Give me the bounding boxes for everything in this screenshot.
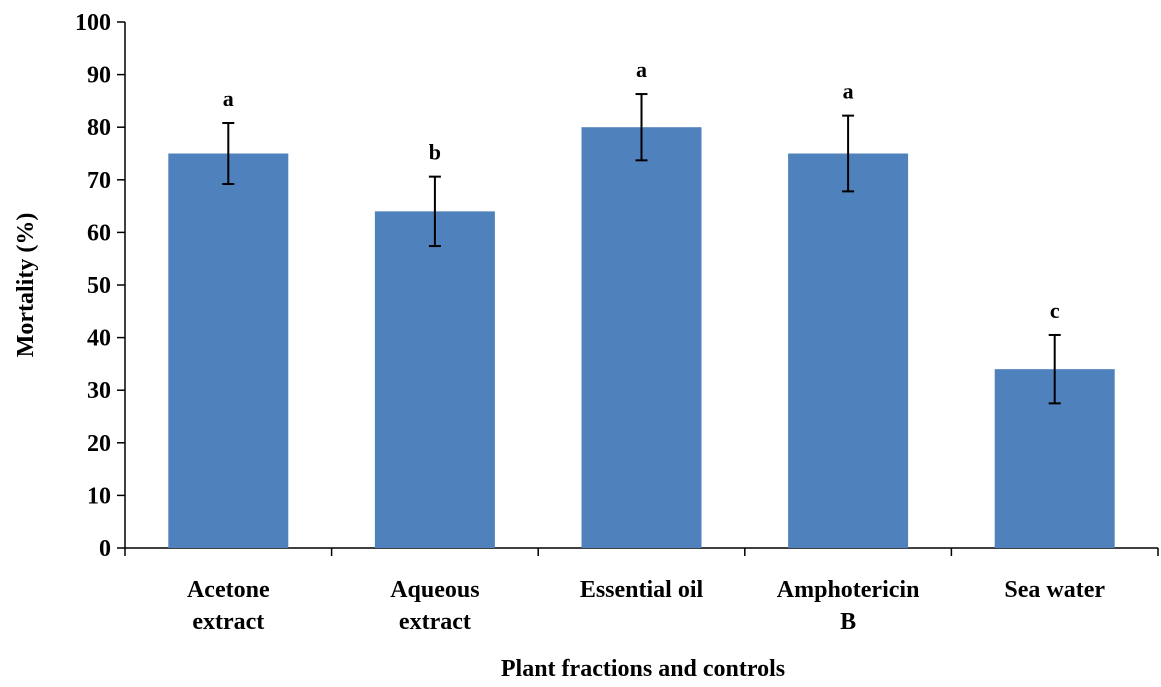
category-label: Amphotericin [777,577,920,603]
y-tick-label: 40 [87,326,111,352]
bar [374,211,495,549]
category-label: Aqueous [390,577,479,603]
category-label: B [840,609,856,635]
y-tick-label: 90 [87,63,111,89]
significance-label: a [636,57,647,82]
y-tick-label: 70 [87,168,111,194]
bars [168,127,1115,549]
bar [788,153,909,548]
x-axis [124,547,1159,556]
significance-label: a [843,79,854,104]
x-axis-title: Plant fractions and controls [501,656,785,682]
y-tick-label: 60 [87,220,111,246]
category-label: Essential oil [580,577,704,603]
y-tick-label: 80 [87,115,111,141]
error-bars [222,93,1061,405]
y-tick-label: 20 [87,431,111,457]
y-tick-label: 0 [99,536,111,562]
y-tick-label: 10 [87,483,111,509]
y-axis-title: Mortality (%) [13,213,39,358]
bar [168,153,289,548]
significance-label: b [429,140,441,165]
category-label: extract [192,609,264,635]
significance-labels: a b a a c [223,57,1060,323]
y-tick-label: 100 [75,10,111,36]
category-label: Acetone [187,577,270,603]
y-tick-label: 50 [87,273,111,299]
y-axis: 0 10 20 30 40 50 60 70 80 90 100 [75,10,126,562]
category-labels: Acetone extract Aqueous extract Essential oi… [187,577,1105,635]
y-tick-label: 30 [87,378,111,404]
significance-label: c [1050,298,1060,323]
significance-label: a [223,86,234,111]
bar [581,127,702,548]
category-label: extract [399,609,471,635]
category-label: Sea water [1004,577,1105,603]
